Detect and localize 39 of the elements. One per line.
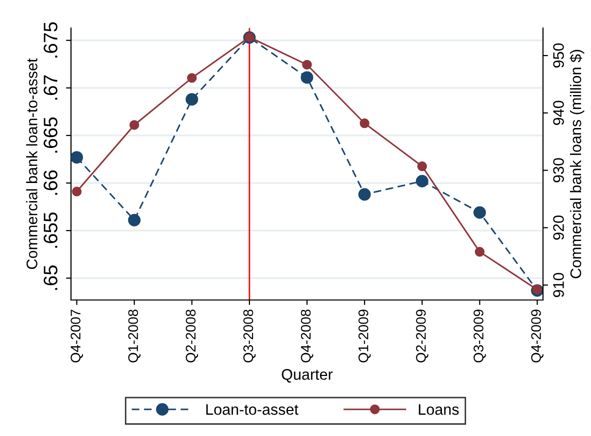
point <box>186 93 198 106</box>
y2-tick-label: 940 <box>553 100 564 125</box>
y-tick-label: .655 <box>44 212 58 248</box>
y-axis-title: Commercial bank loan-to-asset <box>26 58 38 269</box>
legend-label: Loans <box>418 404 459 415</box>
x-tick-label: Q3-2008 <box>243 310 256 362</box>
x-tick-label: Q4-2008 <box>300 310 314 362</box>
y2-tick-label: 920 <box>553 216 564 240</box>
point <box>474 246 485 257</box>
y-tick-label: .665 <box>44 117 58 153</box>
y2-tick-label: 930 <box>553 158 564 182</box>
point <box>417 161 427 172</box>
point <box>187 73 197 83</box>
x-tick-label: Q3-2009 <box>474 310 486 362</box>
point <box>300 71 314 84</box>
x-tick-label: Q4-2007 <box>70 310 83 362</box>
x-tick-label: Q1-2009 <box>358 310 371 362</box>
x-tick-label: Q2-2008 <box>186 310 198 362</box>
point <box>302 60 312 70</box>
x-tick-label: Q1-2008 <box>128 310 141 362</box>
y-tick-label: .675 <box>44 22 58 58</box>
x-axis-title: Quarter <box>282 369 333 383</box>
y2-tick-label: 910 <box>553 272 564 298</box>
x-tick-label: Q2-2009 <box>416 310 428 362</box>
point <box>128 214 141 226</box>
point <box>358 188 371 201</box>
y-tick-label: .65 <box>44 265 58 290</box>
point <box>360 118 370 128</box>
point <box>416 174 428 188</box>
x-tick-label: Q4-2009 <box>531 310 544 362</box>
point <box>129 120 140 130</box>
point <box>473 206 486 219</box>
y2-axis-title: Commercial bank loans (million $) <box>570 50 584 278</box>
y2-tick-label: 950 <box>553 43 564 68</box>
y-tick-label: .67 <box>44 75 58 100</box>
legend-label: Loan-to-asset <box>206 404 298 415</box>
point <box>72 186 82 196</box>
point <box>71 151 84 164</box>
y-tick-label: .66 <box>44 170 58 195</box>
